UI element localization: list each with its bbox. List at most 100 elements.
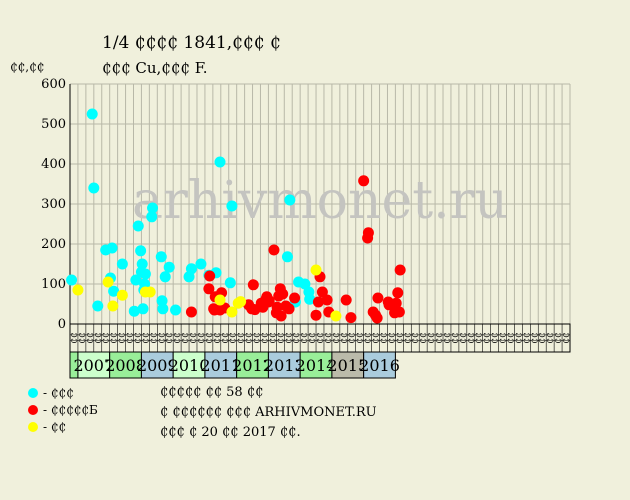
data-point-series-3 bbox=[214, 294, 226, 306]
x-slot-label: ₵₵ bbox=[316, 332, 326, 343]
y-tick-label: 100 bbox=[41, 277, 66, 292]
chart-title: 1/4 ₵₵₵₵ 1841,₵₵₵ ₵ bbox=[102, 33, 281, 53]
data-point-series-1 bbox=[135, 245, 147, 257]
x-slot-label: ₵₵ bbox=[475, 332, 485, 343]
year-label: 2011 bbox=[200, 356, 241, 375]
data-point-series-1 bbox=[88, 182, 100, 194]
x-slot-label: ₵₵ bbox=[419, 332, 429, 343]
x-slot-label: ₵₵ bbox=[348, 332, 358, 343]
x-slot-label: ₵₵ bbox=[102, 332, 112, 343]
x-slot-label: ₵₵ bbox=[427, 332, 437, 343]
year-label: 2008 bbox=[105, 356, 146, 375]
data-point-series-1 bbox=[157, 303, 169, 315]
data-point-series-1 bbox=[281, 251, 293, 263]
data-point-series-2 bbox=[185, 306, 197, 318]
x-slot-label: ₵₵ bbox=[395, 332, 405, 343]
data-point-series-1 bbox=[147, 202, 159, 214]
notes: ₵₵₵₵₵ ₵₵ 58 ₵₵ ₵ ₵₵₵₵₵₵ ₵₵₵ ARHIVMONET.R… bbox=[160, 383, 377, 443]
x-slot-label: ₵₵ bbox=[554, 332, 564, 343]
x-slot-label: ₵₵ bbox=[538, 332, 548, 343]
note-source: ₵ ₵₵₵₵₵₵ ₵₵₵ ARHIVMONET.RU bbox=[160, 405, 377, 420]
x-slot-label: ₵₵ bbox=[522, 332, 532, 343]
x-slot-label: ₵₵ bbox=[126, 332, 136, 343]
data-point-series-1 bbox=[116, 258, 128, 270]
x-slot-label: ₵₵ bbox=[300, 332, 310, 343]
data-point-series-2 bbox=[316, 286, 328, 298]
x-slot-label: ₵₵ bbox=[268, 332, 278, 343]
data-point-series-2 bbox=[271, 301, 283, 313]
data-point-series-1 bbox=[128, 305, 140, 317]
x-slot-label: ₵₵ bbox=[237, 332, 247, 343]
x-slot-label: ₵₵ bbox=[292, 332, 302, 343]
data-point-series-1 bbox=[224, 277, 236, 289]
year-label: 2014 bbox=[296, 356, 337, 375]
data-point-series-2 bbox=[247, 279, 259, 291]
year-label: 2007 bbox=[73, 356, 114, 375]
x-slot-label: ₵₵ bbox=[86, 332, 96, 343]
x-slot-label: ₵₵ bbox=[181, 332, 191, 343]
x-slot-label: ₵₵ bbox=[276, 332, 286, 343]
x-slot-label: ₵₵ bbox=[205, 332, 215, 343]
year-band bbox=[77, 351, 111, 379]
x-slot-label: ₵₵ bbox=[118, 332, 128, 343]
note-date: ₵₵₵ ₵ 20 ₵₵ 2017 ₵₵. bbox=[160, 425, 301, 440]
y-axis-label: ₵₵,₵₵ bbox=[10, 60, 45, 74]
x-slot-label: ₵₵ bbox=[356, 332, 366, 343]
data-point-series-1 bbox=[163, 261, 175, 273]
data-point-series-3 bbox=[330, 310, 342, 322]
legend-item-series-3: - ₵₵ bbox=[28, 418, 98, 435]
year-band bbox=[109, 351, 142, 379]
data-point-series-2 bbox=[289, 292, 301, 304]
x-slot-label: ₵₵ bbox=[499, 332, 509, 343]
x-slot-label: ₵₵ bbox=[411, 332, 421, 343]
x-slot-label: ₵₵ bbox=[141, 332, 151, 343]
data-point-series-1 bbox=[304, 293, 316, 305]
y-tick-label: 0 bbox=[58, 317, 66, 332]
year-label: 2016 bbox=[359, 356, 400, 375]
y-tick-label: 500 bbox=[41, 117, 66, 132]
data-point-series-1 bbox=[86, 108, 98, 120]
x-slot-label: ₵₵ bbox=[387, 332, 397, 343]
year-label: 2010 bbox=[169, 356, 210, 375]
year-band bbox=[236, 351, 269, 379]
legend-label-2: - ₵₵₵₵₵Б bbox=[43, 402, 98, 417]
data-point-series-2 bbox=[277, 288, 289, 300]
legend-marker-3 bbox=[28, 421, 38, 432]
x-slot-label: ₵₵ bbox=[546, 332, 556, 343]
data-point-series-1 bbox=[159, 271, 171, 283]
data-point-series-3 bbox=[72, 284, 84, 296]
x-slot-label: ₵₵ bbox=[197, 332, 207, 343]
data-point-series-2 bbox=[358, 175, 370, 187]
x-slot-label: ₵₵ bbox=[324, 332, 334, 343]
data-point-series-1 bbox=[284, 194, 296, 206]
data-point-series-2 bbox=[390, 297, 402, 309]
data-point-series-2 bbox=[263, 295, 275, 307]
x-slot-label: ₵₵ bbox=[157, 332, 167, 343]
data-point-series-3 bbox=[116, 289, 128, 301]
data-point-series-1 bbox=[155, 251, 167, 263]
x-slot-label: ₵₵ bbox=[94, 332, 104, 343]
y-tick-label: 200 bbox=[41, 237, 66, 252]
x-slot-label: ₵₵ bbox=[379, 332, 389, 343]
x-slot-label: ₵₵ bbox=[70, 332, 80, 343]
data-point-series-2 bbox=[283, 303, 295, 315]
x-slot-label: ₵₵ bbox=[229, 332, 239, 343]
data-point-series-3 bbox=[144, 286, 156, 298]
data-point-series-1 bbox=[139, 278, 151, 290]
data-point-series-1 bbox=[170, 304, 182, 316]
data-point-series-1 bbox=[226, 200, 238, 212]
x-slot-label: ₵₵ bbox=[483, 332, 493, 343]
x-slot-label: ₵₵ bbox=[78, 332, 88, 343]
data-point-series-1 bbox=[139, 268, 151, 280]
data-point-series-2 bbox=[362, 227, 374, 239]
year-band bbox=[140, 351, 174, 379]
x-slot-label: ₵₵ bbox=[308, 332, 318, 343]
x-slot-label: ₵₵ bbox=[435, 332, 445, 343]
x-slot-label: ₵₵ bbox=[245, 332, 255, 343]
x-slot-label: ₵₵ bbox=[189, 332, 199, 343]
data-point-series-2 bbox=[372, 292, 384, 304]
legend: - ₵₵₵ - ₵₵₵₵₵Б - ₵₵ bbox=[28, 384, 98, 435]
x-slot-label: ₵₵ bbox=[221, 332, 231, 343]
watermark: arhivmonet.ru bbox=[132, 171, 508, 231]
